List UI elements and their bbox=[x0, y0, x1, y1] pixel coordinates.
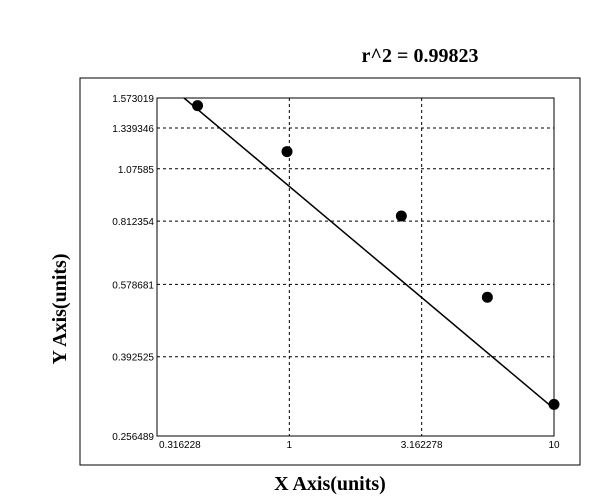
y-tick-label: 0.392525 bbox=[112, 353, 154, 364]
y-tick-label: 1.339346 bbox=[112, 124, 154, 135]
y-tick-label: 1.07585 bbox=[118, 165, 155, 176]
x-axis-label: X Axis(units) bbox=[274, 473, 386, 495]
data-point bbox=[481, 291, 493, 303]
y-tick-label: 0.812354 bbox=[112, 217, 154, 228]
y-tick-label: 0.256489 bbox=[112, 432, 154, 443]
panel-frame bbox=[79, 77, 581, 466]
plot-area bbox=[156, 97, 555, 437]
x-tick-label: 3.162278 bbox=[401, 440, 443, 451]
fit-line bbox=[183, 97, 555, 410]
data-point bbox=[281, 146, 293, 158]
data-points bbox=[192, 100, 560, 410]
x-tick-labels: 0.316228 1 3.162278 10 bbox=[159, 440, 560, 451]
data-point bbox=[192, 100, 204, 112]
x-tick-label: 0.316228 bbox=[159, 440, 201, 451]
y-tick-label: 1.573019 bbox=[112, 94, 154, 105]
y-tick-label: 0.578681 bbox=[112, 280, 154, 291]
r-squared-annotation: r^2 = 0.99823 bbox=[362, 45, 479, 67]
y-axis-label: Y Axis(units) bbox=[49, 254, 71, 365]
y-tick-labels: 1.573019 1.339346 1.07585 0.812354 0.578681 0… bbox=[112, 94, 154, 443]
x-tick-label: 10 bbox=[548, 440, 560, 451]
data-point bbox=[395, 210, 407, 222]
x-tick-label: 1 bbox=[287, 440, 293, 451]
data-point bbox=[548, 398, 560, 410]
fit-line-layer bbox=[183, 97, 555, 410]
